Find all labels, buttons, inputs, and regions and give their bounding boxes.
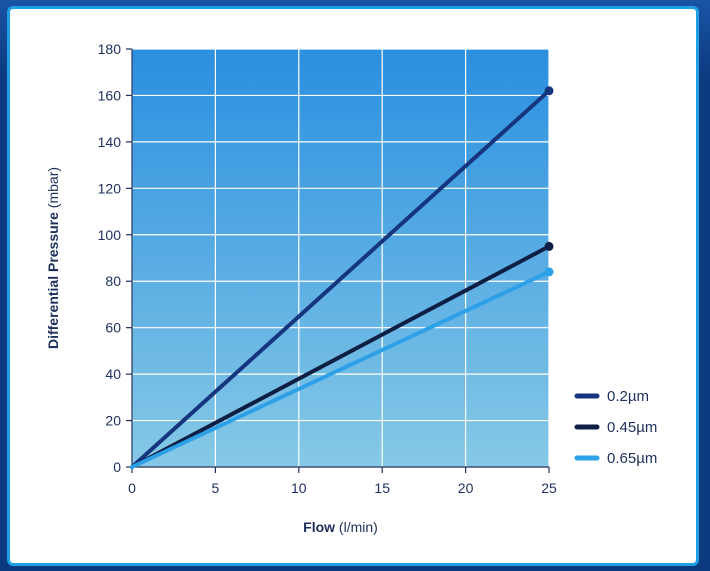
series-end-point-1: [544, 241, 554, 251]
x-tick-label: 20: [458, 480, 474, 496]
x-axis-ticks: 0 5 10 15 20 25: [128, 467, 557, 496]
legend-label: 0.2µm: [607, 388, 649, 405]
x-axis-title-unit: (l/min): [335, 519, 378, 535]
x-tick-label: 10: [291, 480, 307, 496]
x-tick-label: 15: [374, 480, 390, 496]
y-tick-label: 80: [105, 273, 121, 289]
y-axis-title-unit: (mbar): [45, 167, 61, 212]
y-tick-label: 0: [113, 459, 121, 475]
y-tick-label: 180: [98, 41, 122, 57]
legend: 0.2µm 0.45µm 0.65µm: [574, 388, 657, 467]
series-lines: [130, 86, 554, 469]
x-axis-title: Flow (l/min): [303, 519, 378, 535]
x-tick-label: 25: [541, 480, 557, 496]
y-tick-label: 100: [98, 227, 122, 243]
y-axis-ticks: 0 20 40 60 80 100 120 140 160 180: [98, 41, 132, 475]
y-tick-label: 40: [105, 366, 121, 382]
x-axis-title-main: Flow: [303, 519, 335, 535]
series-end-point-2: [544, 267, 554, 277]
series-end-point-0: [544, 86, 554, 96]
axes: [131, 49, 549, 468]
series-line-1: [130, 244, 551, 469]
series-line-0: [130, 88, 551, 469]
y-tick-label: 160: [98, 87, 122, 103]
y-axis-title-main: Differential Pressure: [45, 212, 61, 349]
legend-label: 0.45µm: [607, 419, 657, 436]
series-line-2: [130, 269, 551, 469]
legend-label: 0.65µm: [607, 450, 657, 467]
y-tick-label: 120: [98, 180, 122, 196]
y-axis-title: Differential Pressure (mbar): [45, 167, 61, 349]
plot-area: [132, 49, 549, 467]
y-tick-label: 60: [105, 320, 121, 336]
x-tick-label: 0: [128, 480, 136, 496]
y-tick-label: 140: [98, 134, 122, 150]
x-tick-label: 5: [212, 480, 220, 496]
y-tick-label: 20: [105, 413, 121, 429]
